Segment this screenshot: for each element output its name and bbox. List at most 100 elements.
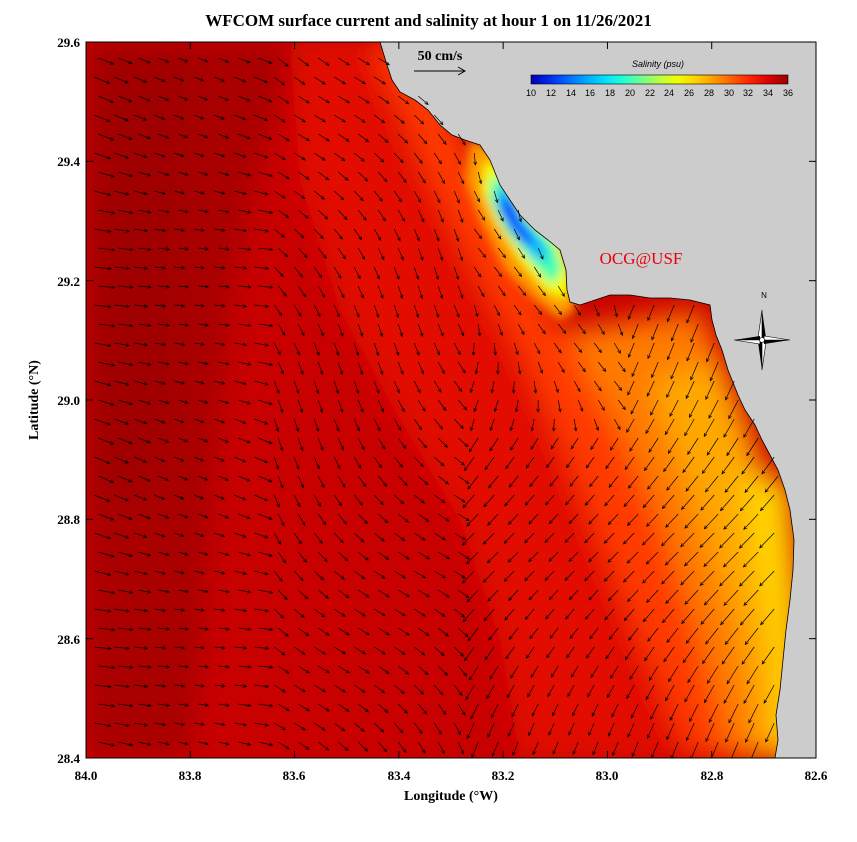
current-vector-head [509,426,514,432]
current-vector-head [180,303,186,308]
current-vector-head [265,266,270,271]
current-vector [297,551,307,563]
current-vector [278,171,290,180]
current-vector [377,437,386,450]
current-vector-head [497,235,502,240]
current-vector [178,551,189,556]
current-vector-head [225,361,230,366]
current-vector-head [647,354,651,360]
current-vector-head [528,596,533,601]
current-vector-head [703,601,708,606]
current-vector-head [340,294,345,299]
current-vector-head [704,488,709,493]
current-vector-head [628,636,632,641]
current-vector [457,285,464,299]
current-vector-head [465,696,470,701]
current-vector-head [264,534,269,539]
current-vector [218,247,230,250]
current-vector [293,456,300,470]
current-vector [492,741,499,757]
current-vector-head [661,619,666,624]
current-vector-head [300,370,304,375]
current-vector [569,627,579,639]
current-vector-head [283,292,287,297]
current-vector-head [224,97,230,101]
current-vector-head [129,627,134,632]
current-vector [464,646,475,661]
current-vector [138,133,151,139]
current-vector [605,646,615,659]
current-vector-head [703,563,708,568]
current-vector [487,513,499,526]
current-vector [258,323,273,327]
current-vector [524,570,535,581]
current-vector [238,57,251,63]
current-vector [453,418,464,429]
current-vector-head [247,590,252,594]
current-vector-head [666,638,671,643]
current-vector-head [504,502,509,507]
current-vector-head [269,665,274,670]
current-vector [357,361,363,375]
current-vector [573,342,582,353]
current-vector-head [699,543,704,548]
current-vector [417,323,423,337]
current-vector-field [94,57,779,758]
current-vector-head [587,693,591,698]
current-vector-head [435,313,440,318]
current-vector [665,684,675,701]
current-vector-head [242,154,247,158]
current-vector-head [360,294,364,299]
current-vector [487,589,499,602]
current-vector [623,570,635,583]
colorbar-tick-label: 18 [605,88,615,98]
current-vector [353,722,365,732]
current-vector [254,494,268,501]
current-vector [258,171,273,177]
current-vector-head [277,351,281,356]
current-vector-head [627,484,632,489]
current-vector-head [466,522,471,527]
current-vector [627,380,635,396]
current-vector [218,703,230,706]
current-vector [725,380,735,401]
current-vector [413,380,421,393]
current-vector [317,285,326,298]
current-vector [293,494,301,507]
current-vector-head [759,507,764,512]
current-vector-head [584,577,589,582]
current-vector-head [461,574,466,579]
current-vector-head [542,292,546,297]
current-vector [397,209,405,222]
current-vector [178,95,188,101]
scale-vector-label: 50 cm/s [418,49,463,64]
current-vector-head [342,255,346,260]
current-vector-head [204,284,210,289]
y-tick-label: 28.4 [57,751,80,766]
colorbar-tick-label: 22 [645,88,655,98]
current-vector [570,665,579,678]
current-vector [354,76,366,85]
current-vector-head [651,374,655,379]
current-vector [277,399,283,413]
current-vector-head [469,427,474,432]
current-vector-head [379,332,384,338]
current-vector-head [463,406,468,411]
current-vector [503,570,515,582]
current-vector-head [596,312,600,317]
current-vector-head [107,609,112,613]
current-vector [214,342,225,346]
current-vector [353,532,364,543]
current-vector-head [585,654,590,659]
current-vector [134,304,148,307]
current-vector-head [125,609,130,613]
current-vector-head [129,665,134,670]
current-vector [318,703,330,712]
current-vector [297,513,306,526]
current-vector [433,380,442,393]
current-vector [728,399,739,419]
current-vector [394,646,406,655]
current-vector-head [742,563,747,568]
current-vector-head [380,728,385,733]
current-vector [174,608,185,611]
